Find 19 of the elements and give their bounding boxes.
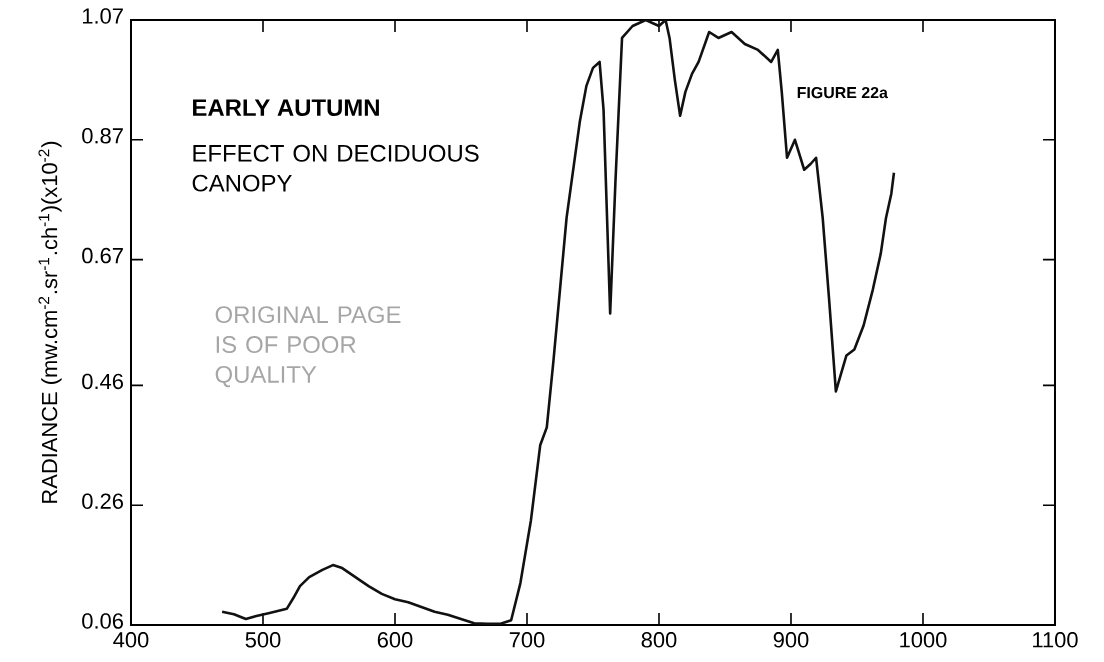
x-tick-label: 1100 (1033, 632, 1078, 648)
y-tick-label: 0.06 (82, 613, 123, 629)
annotation: FIGURE 22a (797, 86, 889, 99)
x-tick-label: 700 (509, 632, 545, 648)
x-tick-label: 500 (245, 632, 281, 648)
y-tick-label: 0.46 (82, 373, 123, 390)
annotation: EARLY AUTUMN (193, 99, 379, 117)
y-tick-label: 0.67 (82, 247, 123, 264)
y-tick-label: 1.07 (82, 8, 123, 24)
x-tick-label: 1000 (900, 632, 947, 648)
x-tick-label: 400 (113, 632, 149, 648)
annotation: EFFECT ON DECIDUOUS CANOPY (192, 144, 479, 192)
x-tick-label: 900 (773, 632, 809, 648)
x-tick-label: 600 (377, 632, 413, 648)
y-tick-label: 0.87 (82, 128, 123, 144)
annotation: ORIGINAL PAGE IS OF POOR QUALITY (215, 306, 401, 388)
x-tick-label: 800 (641, 632, 677, 648)
y-tick-label: 0.26 (82, 493, 123, 509)
text: RADIANCE (mw.cm$^{-2}$.sr$^{-1}$.ch$^{-1}$)(x10$^{-2}$) (38, 141, 62, 503)
